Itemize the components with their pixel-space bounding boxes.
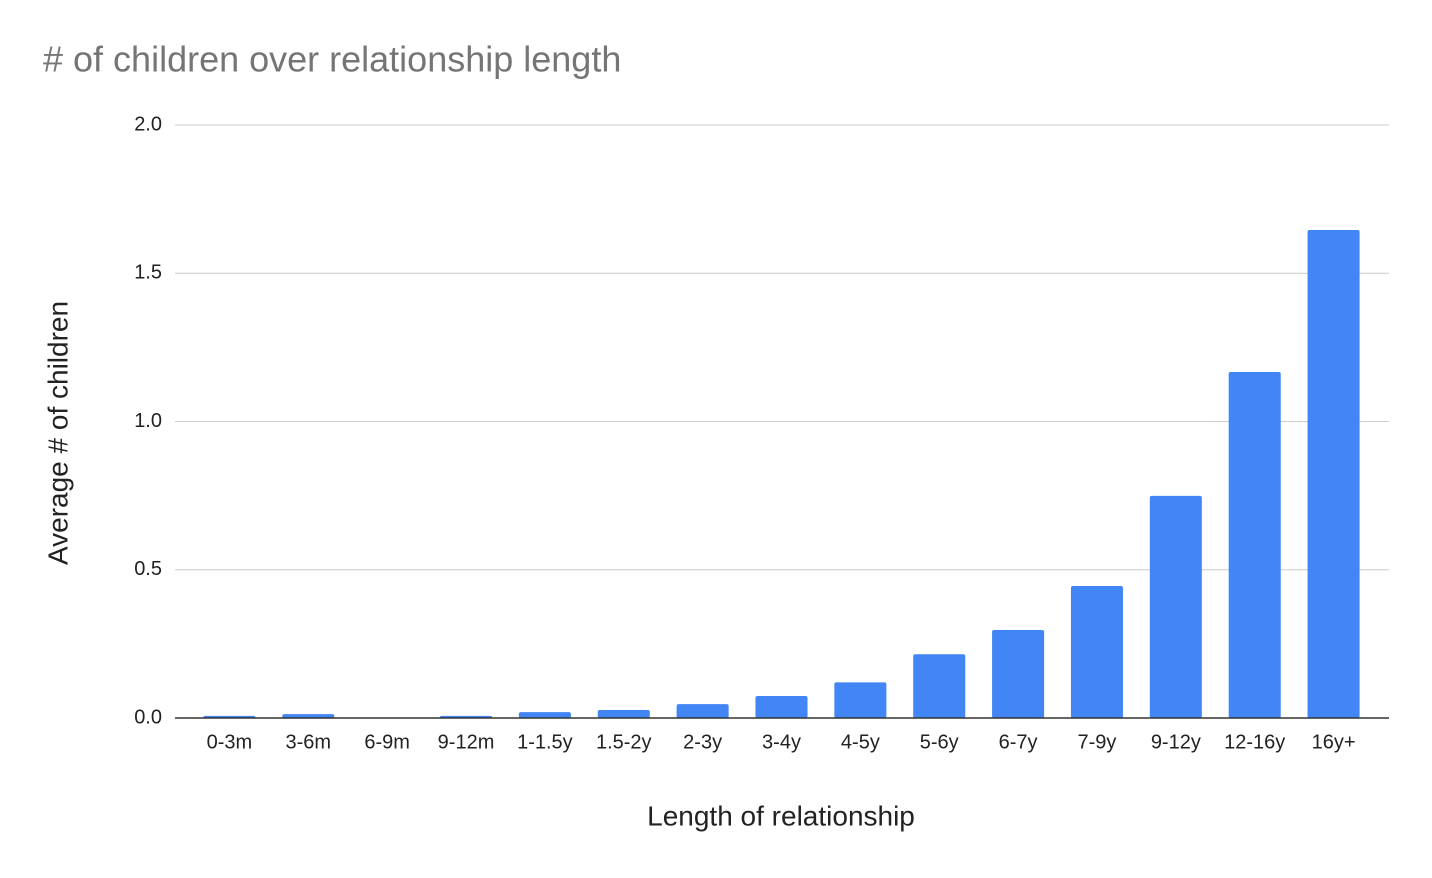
x-tick-label: 1.5-2y [596,731,652,753]
bar [282,714,335,718]
x-tick-label: 9-12y [1151,731,1201,753]
x-axis-label: Length of relationship [647,800,915,831]
x-tick-label: 0-3m [207,731,253,753]
x-tick-label: 6-7y [999,731,1038,753]
x-tick-label: 7-9y [1078,731,1117,753]
x-tick-label: 6-9m [364,731,410,753]
y-tick-label: 0.0 [134,706,162,728]
x-tick-label: 2-3y [683,731,722,753]
bar [676,704,729,718]
chart-title: # of children over relationship length [43,39,621,80]
x-tick-label: 1-1.5y [517,731,573,753]
bar [1149,495,1202,718]
y-tick-label: 1.5 [134,262,162,284]
x-tick-label: 4-5y [841,731,880,753]
bar [913,654,966,718]
y-tick-label: 0.5 [134,558,162,580]
bar [834,682,887,718]
bar [1307,229,1360,718]
x-tick-label: 3-6m [286,731,332,753]
x-tick-label: 3-4y [762,731,801,753]
bar [755,696,808,718]
bar [518,712,571,718]
bar [1228,371,1281,718]
x-tick-label: 12-16y [1224,731,1285,753]
bar [597,709,650,718]
x-tick-label: 5-6y [920,731,959,753]
y-tick-label: 2.0 [134,113,162,135]
bar [992,629,1045,718]
x-tick-label: 9-12m [438,731,495,753]
y-tick-label: 1.0 [134,410,162,432]
bar [1070,586,1123,718]
x-tick-label: 16y+ [1312,731,1356,753]
y-axis-label: Average # of children [42,301,73,565]
